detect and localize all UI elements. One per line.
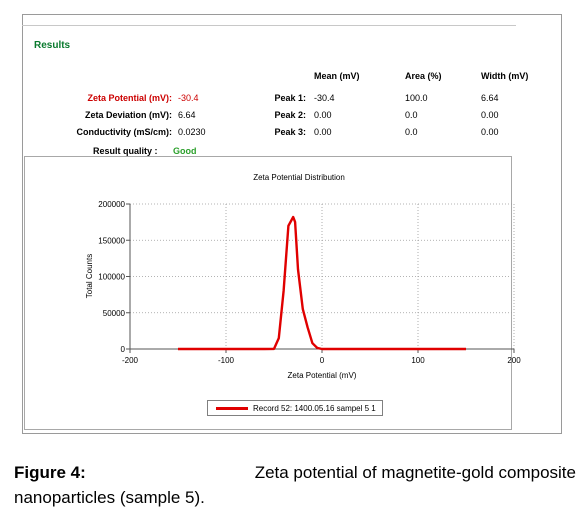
peak-2-width: 0.00 — [481, 110, 499, 120]
results-heading: Results — [34, 40, 71, 51]
caption-label: Figure 4: — [14, 463, 86, 482]
legend: Record 52: 1400.05.16 sampel 5 1 — [207, 400, 383, 416]
peak-3-width: 0.00 — [481, 127, 499, 137]
zeta-deviation-label: Zeta Deviation (mV): — [84, 110, 172, 120]
peak-2-mean: 0.00 — [314, 110, 332, 120]
zeta-potential-value: -30.4 — [178, 93, 199, 103]
y-axis-label: Total Counts — [85, 254, 94, 298]
x-tick-label: -100 — [218, 356, 235, 365]
plot-panel — [24, 156, 512, 430]
col-header-mean: Mean (mV) — [314, 71, 360, 81]
result-quality-value: Good — [173, 146, 197, 156]
peak-3-area: 0.0 — [405, 127, 418, 137]
peak-1-area: 100.0 — [405, 93, 428, 103]
legend-swatch — [216, 407, 248, 410]
x-axis-label: Zeta Potential (mV) — [288, 371, 357, 380]
y-tick-label: 100000 — [98, 273, 125, 282]
peak-1-label: Peak 1: — [274, 93, 306, 103]
y-tick-label: 150000 — [98, 236, 125, 245]
caption-text-line2: nanoparticles (sample 5). — [14, 488, 205, 507]
figure-frame — [22, 14, 562, 434]
series-line-1 — [178, 215, 466, 351]
peak-1-width: 6.64 — [481, 93, 499, 103]
col-header-area: Area (%) — [405, 71, 442, 81]
result-quality-label: Result quality : — [93, 146, 158, 156]
chart-title: Zeta Potential Distribution — [253, 173, 345, 182]
zeta-potential-label: Zeta Potential (mV): — [87, 93, 172, 103]
peak-3-mean: 0.00 — [314, 127, 332, 137]
conductivity-value: 0.0230 — [178, 127, 206, 137]
peak-2-label: Peak 2: — [274, 110, 306, 120]
figure-caption: Figure 4: Zeta potential of magnetite-go… — [14, 460, 576, 510]
zeta-deviation-value: 6.64 — [178, 110, 196, 120]
y-tick-label: 200000 — [98, 200, 125, 209]
x-tick-label: 200 — [507, 356, 521, 365]
x-tick-label: 100 — [411, 356, 425, 365]
legend-label: Record 52: 1400.05.16 sampel 5 1 — [253, 404, 376, 413]
conductivity-label: Conductivity (mS/cm): — [76, 127, 172, 137]
caption-text-line1: Zeta potential of magnetite-gold composi… — [254, 463, 576, 482]
col-header-width: Width (mV) — [481, 71, 529, 81]
x-tick-label: 0 — [320, 356, 325, 365]
peak-2-area: 0.0 — [405, 110, 418, 120]
x-tick-label: -200 — [122, 356, 139, 365]
y-tick-label: 50000 — [103, 309, 126, 318]
peak-3-label: Peak 3: — [274, 127, 306, 137]
peak-1-mean: -30.4 — [314, 93, 335, 103]
y-tick-label: 0 — [121, 345, 126, 354]
header-rule — [22, 25, 516, 26]
